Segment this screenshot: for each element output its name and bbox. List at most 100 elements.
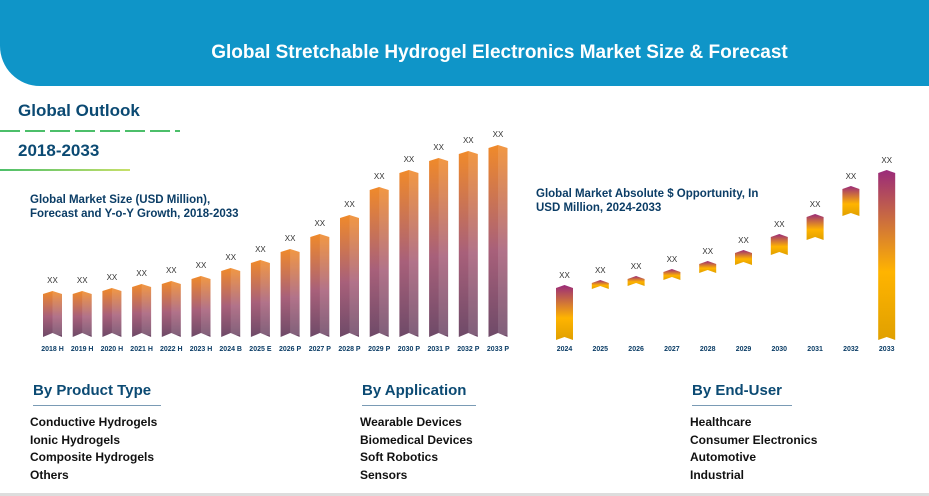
segment-item: Soft Robotics [360,450,438,464]
bar [591,280,609,290]
bar-highlight [171,281,181,335]
page-title: Global Stretchable Hydrogel Electronics … [211,42,788,63]
segment-item: Biomedical Devices [360,432,473,447]
data-label: XX [77,276,88,285]
x-tick-label: 2018 H [41,346,64,353]
x-tick-label: 2030 P [398,346,421,353]
data-label: XX [107,273,118,282]
data-label: XX [774,220,785,229]
data-label: XX [810,200,821,209]
bar [878,170,896,340]
x-tick-label: 2031 P [428,346,451,353]
segment-item: Sensors [360,467,408,482]
bar-highlight [230,268,241,335]
segment-section: By Application Wearable Devices Biomedical… [360,382,477,484]
bar [556,285,573,340]
bar-highlight [82,291,92,335]
data-label: XX [493,130,504,139]
bar-highlight [111,288,122,335]
segment-item: Consumer Electronics [690,432,818,447]
data-label: XX [285,234,296,243]
x-tick-label: 2028 P [338,346,361,353]
outlook-period: 2018-2033 [18,141,100,160]
bar [627,276,645,287]
data-label: XX [846,172,857,181]
segment-item: Automotive [690,450,756,464]
footer-line [0,493,929,496]
x-tick-label: 2024 B [219,346,242,353]
bar-highlight [290,249,300,335]
bar [699,261,717,274]
bar [842,186,860,217]
x-tick-label: 2027 P [309,346,332,353]
data-label: XX [314,219,325,228]
data-label: XX [255,245,266,254]
bar [488,145,508,337]
segment-item: Healthcare [690,415,752,429]
segment-item: Conductive Hydrogels [30,415,158,429]
x-tick-label: 2022 H [160,346,183,353]
bar [340,215,359,337]
segment-item: Composite Hydrogels [30,450,155,464]
bar-highlight [201,276,211,335]
divider [0,130,180,132]
x-tick-label: 2031 [807,346,823,353]
x-tick-label: 2032 [843,346,859,353]
section-title: By End-User [692,382,793,406]
bar-highlight [438,158,449,335]
bar [161,281,181,337]
bar [310,234,330,337]
bar [663,269,681,281]
section-title: By Product Type [33,382,162,406]
x-tick-label: 2025 [593,346,609,353]
x-tick-label: 2027 [664,346,680,353]
x-tick-label: 2019 H [71,346,94,353]
data-label: XX [433,143,444,152]
x-tick-label: 2028 [700,346,716,353]
data-label: XX [595,266,606,275]
bar-highlight [319,234,330,335]
chart-title-opportunity: Global Market Absolute $ Opportunity, In… [536,188,759,214]
section-title: By Application [362,382,477,406]
bar-highlight [52,291,62,335]
bar [399,170,419,337]
data-label: XX [667,255,678,264]
data-label: XX [47,276,58,285]
bar [43,291,62,337]
charts-canvas: XX 2018 H XX 2019 H XX 2020 H XX 2021 H XX 2022 H… [41,130,896,353]
bar-highlight [260,260,270,335]
x-tick-label: 2020 H [101,346,124,353]
data-label: XX [404,155,415,164]
x-tick-label: 2023 H [190,346,213,353]
data-label: XX [344,200,355,209]
bar-highlight [498,145,508,335]
data-label: XX [136,269,147,278]
bar [458,151,478,337]
bar [72,291,92,337]
bar [280,249,300,337]
data-label: XX [702,247,713,256]
data-label: XX [463,136,474,145]
bar-highlight [468,151,478,335]
bar [369,187,389,337]
x-tick-label: 2029 [736,346,752,353]
x-tick-label: 2026 P [279,346,302,353]
bar [221,268,241,337]
segment-item: Ionic Hydrogels [30,432,121,447]
header-banner: Global Stretchable Hydrogel Electronics … [0,0,929,86]
x-tick-label: 2033 P [487,346,510,353]
x-tick-label: 2025 E [249,346,272,353]
bar [132,284,152,337]
bar [250,260,270,337]
bar [429,158,449,337]
data-label: XX [631,262,642,271]
bar [735,250,752,266]
data-label: XX [225,253,236,262]
x-tick-label: 2030 [772,346,788,353]
outlook-label: Global Outlook [18,101,140,120]
bar [102,288,122,337]
segment-item: Wearable Devices [360,415,462,429]
x-tick-label: 2021 H [130,346,153,353]
divider [0,169,130,171]
bar-highlight [349,215,359,335]
